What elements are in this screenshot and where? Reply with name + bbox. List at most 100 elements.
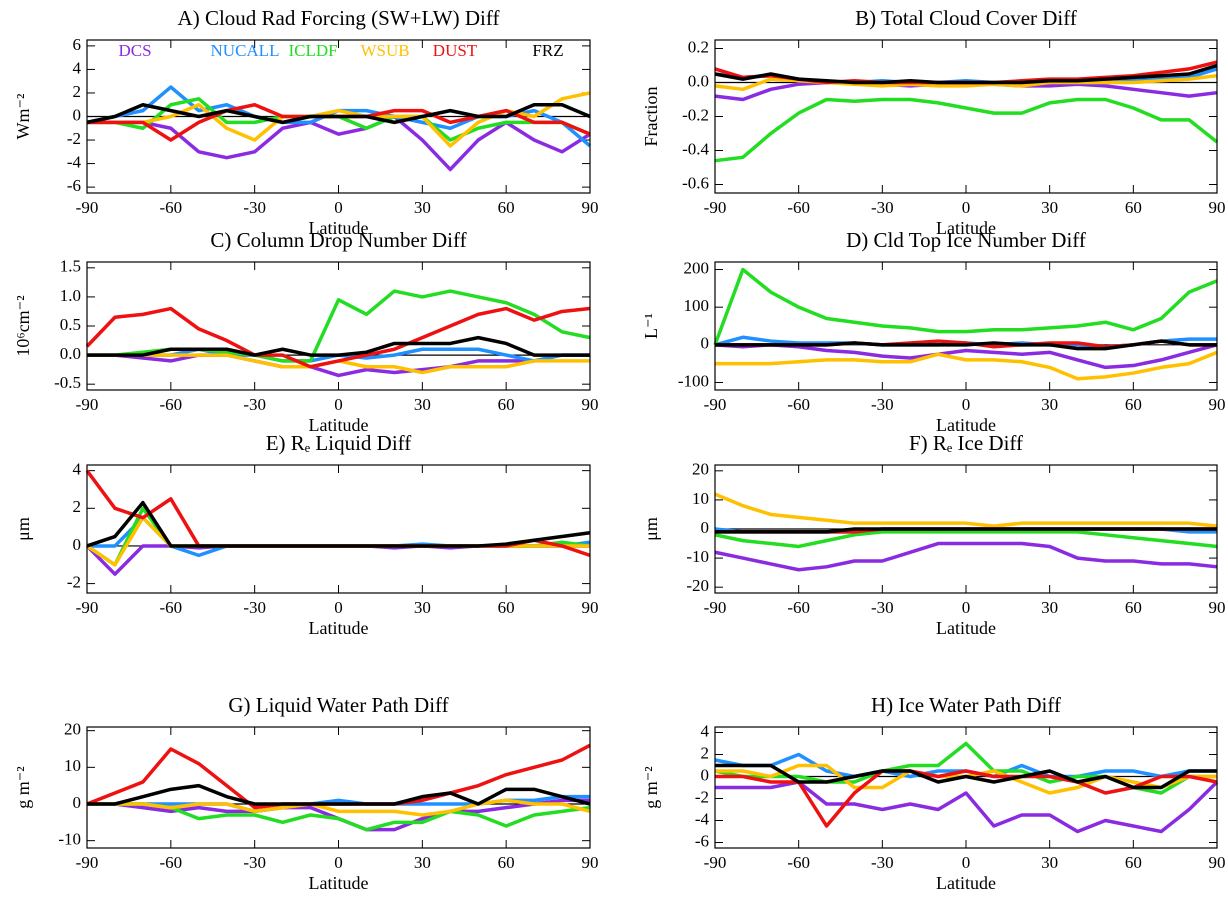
x-tick-label: -30 [871, 598, 894, 617]
data-line [87, 798, 591, 817]
x-tick-label: -90 [76, 198, 99, 217]
y-axis-label: g m⁻² [13, 766, 33, 808]
data-line [87, 335, 590, 357]
y-tick-label: -100 [678, 371, 709, 390]
y-tick-label: 0 [701, 765, 710, 784]
legend-label: DCS [118, 41, 151, 60]
x-tick-label: -90 [704, 198, 727, 217]
x-axis-label: Latitude [936, 873, 996, 893]
data-line [713, 267, 1218, 346]
y-tick-label: 0 [73, 535, 82, 554]
x-tick-label: -90 [76, 598, 99, 617]
x-tick-label: 90 [582, 853, 599, 872]
plot-frame [714, 464, 1218, 594]
x-tick-label: -30 [243, 598, 266, 617]
y-axis-label: Wm⁻² [13, 94, 33, 140]
y-axis-label: μm [641, 517, 661, 541]
data-line [715, 763, 1217, 790]
x-tick-label: 0 [334, 395, 343, 414]
x-tick-label: 30 [1041, 198, 1058, 217]
data-line [87, 353, 590, 378]
x-axis-label: Latitude [309, 415, 369, 435]
y-tick-label: 6 [73, 35, 82, 54]
y-tick-label: 1.0 [60, 286, 81, 305]
panel-title: H) Ice Water Path Diff [871, 693, 1061, 717]
panel-title: G) Liquid Water Path Diff [228, 693, 448, 717]
y-tick-label: 0.0 [688, 71, 709, 90]
x-tick-label: 0 [962, 853, 971, 872]
x-tick-label: 60 [1125, 598, 1142, 617]
legend-label: WSUB [360, 41, 409, 60]
x-tick-label: 30 [414, 853, 431, 872]
x-tick-label: 0 [962, 395, 971, 414]
x-tick-label: -90 [704, 395, 727, 414]
plot-frame [86, 464, 591, 594]
x-tick-label: 60 [1125, 395, 1142, 414]
x-tick-label: 0 [962, 198, 971, 217]
x-tick-label: 30 [414, 395, 431, 414]
plot-frame [86, 261, 591, 391]
panel-title: D) Cld Top Ice Number Diff [846, 228, 1086, 252]
x-tick-label: 0 [334, 853, 343, 872]
x-tick-label: -30 [871, 853, 894, 872]
x-tick-label: 90 [1209, 395, 1226, 414]
data-line [715, 769, 1218, 828]
x-tick-label: -30 [871, 198, 894, 217]
y-tick-label: 2 [701, 743, 710, 762]
data-line [85, 306, 591, 369]
plot-frame [86, 39, 591, 194]
x-tick-label: -30 [243, 395, 266, 414]
y-tick-label: 0 [73, 105, 82, 124]
y-axis-label: L⁻¹ [641, 313, 661, 339]
x-tick-label: -60 [787, 598, 810, 617]
y-tick-label: 0.0 [60, 344, 81, 363]
x-tick-label: 60 [498, 395, 515, 414]
y-tick-label: 4 [73, 58, 82, 77]
panel-title: C) Column Drop Number Diff [210, 228, 466, 252]
x-axis-label: Latitude [936, 218, 996, 238]
x-tick-label: 60 [498, 598, 515, 617]
y-tick-label: -0.6 [682, 173, 709, 192]
x-axis-label: Latitude [936, 618, 996, 638]
data-line [714, 530, 1218, 549]
plot-frame [714, 726, 1218, 849]
y-tick-label: -0.2 [682, 105, 709, 124]
y-tick-label: 0 [701, 334, 710, 353]
y-tick-label: 2 [73, 497, 82, 516]
x-tick-label: 60 [498, 198, 515, 217]
x-axis-label: Latitude [936, 415, 996, 435]
x-tick-label: 30 [414, 598, 431, 617]
x-tick-label: -60 [159, 598, 182, 617]
data-line [715, 527, 1217, 534]
plot-frame [714, 39, 1218, 194]
data-line [87, 783, 591, 806]
data-line [715, 350, 1218, 381]
legend-label: DUST [433, 41, 478, 60]
data-line [86, 102, 591, 125]
y-tick-label: 20 [64, 720, 81, 739]
x-tick-label: -30 [871, 395, 894, 414]
x-tick-label: 0 [334, 598, 343, 617]
y-tick-label: 10 [692, 489, 709, 508]
data-line [714, 63, 1218, 85]
x-tick-label: 90 [1209, 598, 1226, 617]
x-tick-label: -60 [159, 853, 182, 872]
x-tick-label: 30 [1041, 598, 1058, 617]
data-line [714, 343, 1218, 370]
x-tick-label: 60 [1125, 853, 1142, 872]
x-tick-label: -30 [243, 853, 266, 872]
x-tick-label: 60 [1125, 198, 1142, 217]
y-tick-label: 4 [701, 721, 710, 740]
y-tick-label: 10 [64, 756, 81, 775]
panel-title: E) Rₑ Liquid Diff [266, 431, 412, 455]
data-line [87, 114, 591, 172]
y-tick-label: -6 [67, 176, 81, 195]
y-tick-label: -20 [686, 576, 709, 595]
x-tick-label: -60 [787, 198, 810, 217]
x-tick-label: -60 [787, 853, 810, 872]
y-tick-label: -4 [695, 809, 710, 828]
data-line [86, 743, 591, 810]
y-tick-label: 0 [701, 518, 710, 537]
data-line [714, 492, 1218, 528]
x-tick-label: 90 [1209, 198, 1226, 217]
